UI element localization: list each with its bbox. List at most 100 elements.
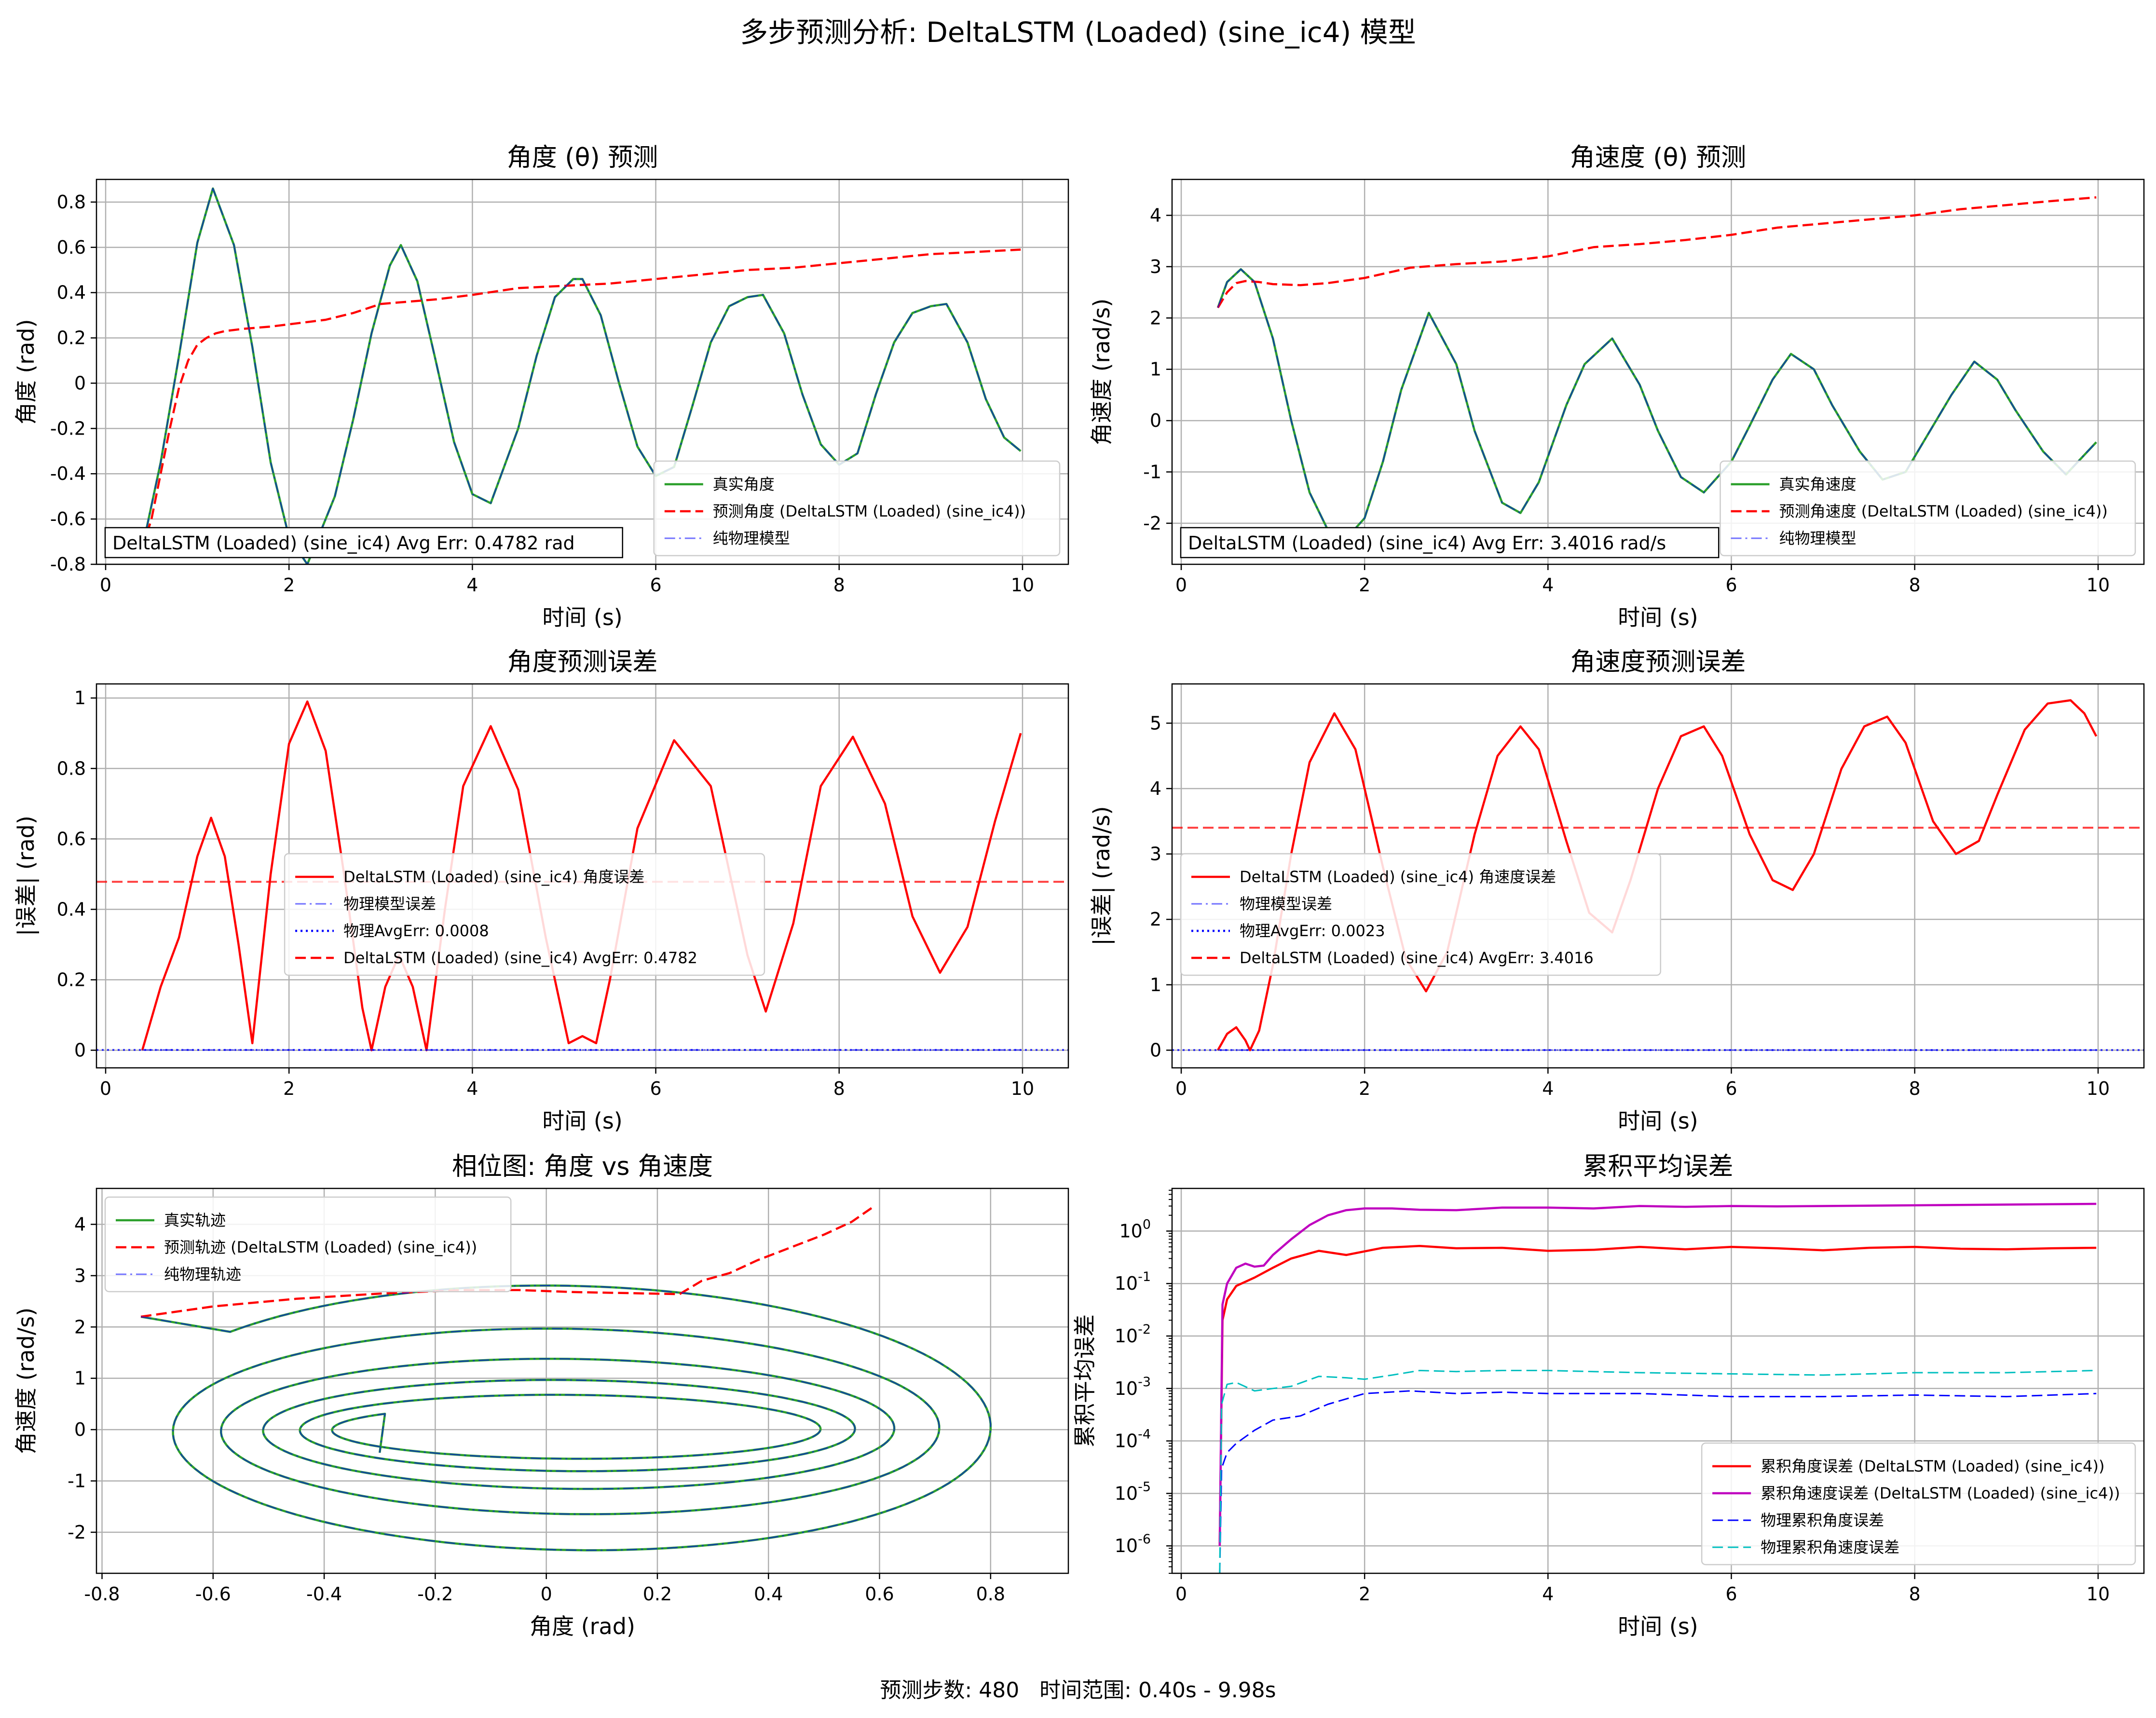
x-axis-label: 时间 (s) (542, 1108, 622, 1134)
series-line-1 (1217, 196, 2097, 309)
x-tick-label: -0.2 (417, 1583, 453, 1605)
y-tick-label: 1 (1150, 974, 1161, 995)
x-tick-label: 10 (1011, 1078, 1034, 1099)
axes-frame (96, 1187, 1069, 1574)
x-tick-label: 10 (2087, 574, 2110, 596)
x-tick-label: -0.8 (84, 1583, 120, 1605)
legend: DeltaLSTM (Loaded) (sine_ic4) 角度误差物理模型误差… (284, 853, 765, 976)
x-tick-label: 0.4 (754, 1583, 783, 1605)
y-tick-label: 0.8 (57, 758, 86, 779)
chart-title: 角速度预测误差 (1570, 648, 1746, 677)
y-tick-label: 3 (74, 1265, 86, 1286)
series-line-1 (141, 248, 1021, 549)
y-tick-label: 100 (1119, 1217, 1151, 1241)
x-tick-label: 2 (1359, 574, 1370, 596)
y-tick-label: 10-1 (1115, 1269, 1151, 1294)
y-tick-exponent: -5 (1138, 1479, 1151, 1494)
avg-err-text: DeltaLSTM (Loaded) (sine_ic4) Avg Err: 3… (1188, 532, 1666, 554)
y-tick-exponent: 0 (1143, 1217, 1151, 1232)
chart-title: 角速度 (θ) 预测 (1570, 143, 1746, 172)
axes-frame (1171, 178, 2145, 565)
x-tick-label: 8 (1909, 1583, 1921, 1605)
x-axis-label: 时间 (s) (1618, 1108, 1698, 1134)
y-tick-label: -2 (1143, 513, 1161, 534)
y-tick-label: 0.2 (57, 969, 86, 990)
legend-label: 物理累积角速度误差 (1760, 1538, 1899, 1556)
legend-label: DeltaLSTM (Loaded) (sine_ic4) AvgErr: 3.… (1240, 949, 1594, 967)
x-axis-label: 角度 (rad) (530, 1613, 635, 1639)
y-tick-label: -1 (1143, 461, 1161, 482)
x-tick-label: 4 (1542, 1078, 1554, 1099)
y-tick-exponent: -1 (1138, 1269, 1151, 1284)
legend-frame (1701, 1442, 2136, 1566)
chart-cum: 0 2 4 6 8 10 10-6 10-5 10-4 10-3 10-2 10-1 100 累积平均误差… (1072, 1152, 2145, 1639)
y-tick-exponent: -4 (1138, 1427, 1151, 1442)
legend-label: 真实角度 (713, 475, 775, 493)
y-tick-label: 0 (74, 1419, 86, 1440)
avg-err-box (1180, 527, 1719, 559)
plot-area (140, 1205, 992, 1552)
legend-frame (653, 460, 1061, 557)
x-tick-label: 6 (1725, 574, 1737, 596)
x-tick-label: 8 (1909, 1078, 1921, 1099)
legend: 累积角度误差 (DeltaLSTM (Loaded) (sine_ic4)) 累积… (1701, 1442, 2136, 1566)
x-tick-label: 6 (1725, 1078, 1737, 1099)
x-tick-label: 0 (100, 1078, 111, 1099)
y-tick-label: 10-2 (1115, 1322, 1151, 1347)
x-tick-label: 8 (833, 1078, 845, 1099)
y-tick-label: -1 (68, 1470, 86, 1491)
y-tick-label: -0.8 (50, 554, 86, 575)
x-tick-label: 10 (2087, 1583, 2110, 1605)
series-line-3 (1219, 1370, 2097, 1573)
chart-title: 角度预测误差 (507, 648, 657, 677)
avg-err-text: DeltaLSTM (Loaded) (sine_ic4) Avg Err: 0… (112, 532, 575, 554)
legend: DeltaLSTM (Loaded) (sine_ic4) 角速度误差物理模型误… (1180, 853, 1662, 976)
y-tick-label: 0.6 (57, 237, 86, 258)
y-tick-label: 2 (74, 1316, 86, 1337)
x-tick-label: 8 (833, 574, 845, 596)
y-tick-exponent: -2 (1138, 1322, 1151, 1337)
series-line-1 (140, 1205, 875, 1318)
x-tick-label: 4 (1542, 574, 1554, 596)
series-line-0 (141, 700, 1022, 1051)
y-axis-label: 角度 (rad) (13, 319, 39, 425)
legend-label: DeltaLSTM (Loaded) (sine_ic4) 角度误差 (343, 868, 644, 886)
x-tick-label: 4 (1542, 1583, 1554, 1605)
y-tick-label: -2 (68, 1522, 86, 1543)
y-tick-label: 0.6 (57, 828, 86, 849)
y-tick-label: 1 (74, 1368, 86, 1389)
x-tick-label: 0.6 (865, 1583, 894, 1605)
x-tick-label: 2 (1359, 1583, 1370, 1605)
y-tick-label: 4 (1150, 778, 1161, 799)
legend-label: 累积角速度误差 (DeltaLSTM (Loaded) (sine_ic4)) (1760, 1484, 2120, 1502)
figure-title: 多步预测分析: DeltaLSTM (Loaded) (sine_ic4) 模型 (740, 16, 1416, 49)
y-tick-label: 0 (1150, 1039, 1161, 1061)
y-tick-label: 4 (74, 1214, 86, 1235)
x-tick-label: 0 (1175, 1583, 1187, 1605)
x-tick-label: 8 (1909, 574, 1921, 596)
y-tick-label: 1 (1150, 359, 1161, 380)
axes-frame (96, 683, 1069, 1069)
legend-frame (1180, 853, 1662, 976)
x-tick-label: -0.4 (306, 1583, 342, 1605)
x-tick-label: 0 (541, 1583, 552, 1605)
y-tick-label: 5 (1150, 712, 1161, 734)
x-axis-label: 时间 (s) (1618, 1613, 1698, 1639)
y-tick-label: 2 (1150, 307, 1161, 328)
x-tick-label: 4 (466, 574, 478, 596)
y-axis-label: 角速度 (rad/s) (13, 1308, 39, 1454)
y-tick-label: 3 (1150, 844, 1161, 865)
x-tick-label: 2 (283, 1078, 295, 1099)
y-tick-exponent: -6 (1138, 1532, 1151, 1547)
x-tick-label: 0.2 (643, 1583, 672, 1605)
y-tick-label: 0.4 (57, 282, 86, 303)
legend-label: DeltaLSTM (Loaded) (sine_ic4) AvgErr: 0.… (343, 949, 697, 967)
x-tick-label: -0.6 (195, 1583, 231, 1605)
x-axis-label: 时间 (s) (1618, 604, 1698, 630)
avg-err-box (104, 527, 623, 559)
